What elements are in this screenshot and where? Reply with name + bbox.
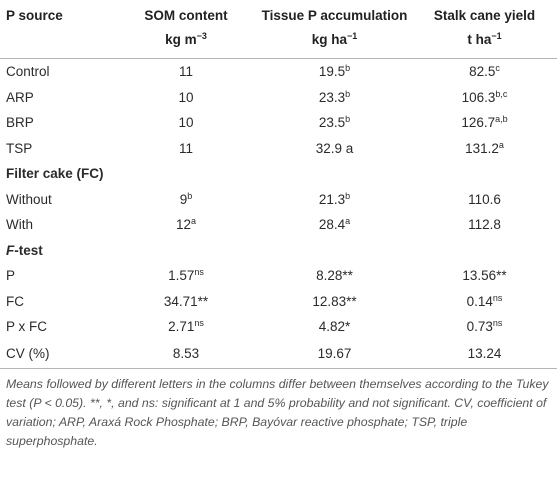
row-label: TSP xyxy=(6,140,33,156)
section-row-filter-cake: Filter cake (FC) xyxy=(0,161,557,187)
header-som-content: SOM content xyxy=(144,8,228,24)
header-row-units: kg m−3 kg ha−1 t ha−1 xyxy=(0,28,557,59)
tissue-value: 8.28** xyxy=(316,268,353,283)
table-footnote: Means followed by different letters in t… xyxy=(6,376,549,448)
som-value: 9b xyxy=(179,190,193,207)
tissue-value: 19.5b xyxy=(318,63,351,79)
tissue-value: 23.5b xyxy=(318,114,351,130)
table-row-p: P 1.57ns 8.28** 13.56** xyxy=(0,263,557,289)
som-value: 10 xyxy=(178,115,194,130)
som-value: 11 xyxy=(178,140,193,156)
tissue-value: 12.83** xyxy=(312,293,357,309)
table-row-pxfc: P x FC 2.71ns 4.82* 0.73ns xyxy=(0,314,557,340)
header-tissue-p: Tissue P accumulation xyxy=(261,8,408,24)
row-label: With xyxy=(6,217,33,232)
unit-som: kg m−3 xyxy=(165,31,207,48)
tissue-value: 28.4a xyxy=(318,216,351,232)
unit-yield: t ha−1 xyxy=(467,31,502,48)
som-value: 12a xyxy=(175,216,197,232)
table-row-cv: CV (%) 8.53 19.67 13.24 xyxy=(0,340,557,368)
header-p-source: P source xyxy=(6,8,63,24)
table-row-tsp: TSP 11 32.9 a 131.2a xyxy=(0,136,557,162)
data-table: P source SOM content Tissue P accumulati… xyxy=(0,0,557,368)
row-label: FC xyxy=(6,293,24,309)
unit-tissue: kg ha−1 xyxy=(311,31,358,48)
table-row-brp: BRP 10 23.5b 126.7a,b xyxy=(0,110,557,136)
section-row-ftest: F-test xyxy=(0,238,557,264)
tissue-value: 23.3b xyxy=(318,88,351,105)
table-row-without: Without 9b 21.3b 110.6 xyxy=(0,187,557,213)
yield-value: 82.5c xyxy=(469,63,500,79)
row-label: P x FC xyxy=(6,319,48,334)
som-value: 10 xyxy=(178,89,194,105)
som-value: 2.71ns xyxy=(168,318,204,334)
yield-value: 13.24 xyxy=(467,345,502,361)
som-value: 11 xyxy=(178,64,193,79)
table-row-fc: FC 34.71** 12.83** 0.14ns xyxy=(0,289,557,315)
header-empty-cell xyxy=(0,28,115,59)
yield-value: 0.14ns xyxy=(466,292,503,309)
table-row-with: With 12a 28.4a 112.8 xyxy=(0,212,557,238)
header-stalk-yield: Stalk cane yield xyxy=(433,8,536,24)
yield-value: 112.8 xyxy=(468,217,501,232)
yield-value: 131.2a xyxy=(465,139,504,156)
row-label: P xyxy=(6,268,16,283)
yield-value: 106.3b,c xyxy=(461,88,508,105)
row-label: Control xyxy=(6,64,50,79)
som-value: 34.71** xyxy=(163,293,209,309)
row-label: ARP xyxy=(6,89,34,105)
row-label: CV (%) xyxy=(6,345,50,361)
row-label: BRP xyxy=(6,115,34,130)
yield-value: 126.7a,b xyxy=(461,114,508,130)
header-row-titles: P source SOM content Tissue P accumulati… xyxy=(0,0,557,28)
som-value: 8.53 xyxy=(172,345,200,361)
table-row-control: Control 11 19.5b 82.5c xyxy=(0,59,557,85)
yield-value: 13.56** xyxy=(462,268,507,283)
yield-value: 0.73ns xyxy=(466,318,503,334)
tissue-value: 21.3b xyxy=(318,190,351,207)
table-row-arp: ARP 10 23.3b 106.3b,c xyxy=(0,85,557,111)
tissue-value: 19.67 xyxy=(317,345,352,361)
tissue-value: 32.9 a xyxy=(315,140,354,156)
row-label: Without xyxy=(6,191,52,207)
yield-value: 110.6 xyxy=(468,191,501,207)
section-heading-ftest: F-test xyxy=(6,242,43,258)
section-heading-filter-cake: Filter cake (FC) xyxy=(6,166,104,181)
som-value: 1.57ns xyxy=(168,267,204,283)
tissue-value: 4.82* xyxy=(318,319,351,334)
